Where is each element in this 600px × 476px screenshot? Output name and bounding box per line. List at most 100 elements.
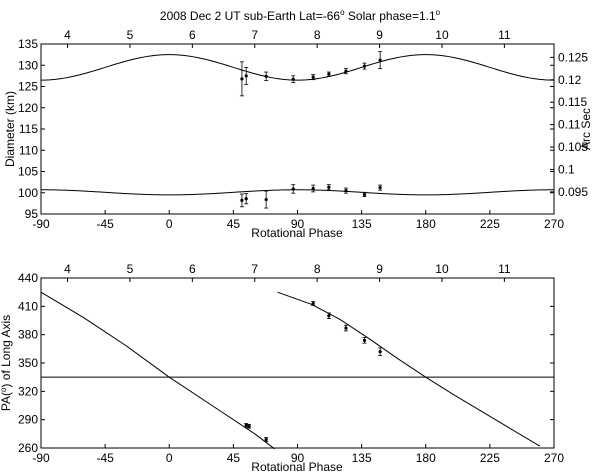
y-tick-label: 125 bbox=[18, 80, 38, 94]
y-tick-label: 440 bbox=[18, 271, 38, 285]
top-tick-label: 5 bbox=[127, 262, 134, 276]
data-point bbox=[344, 326, 348, 330]
data-point bbox=[291, 77, 295, 81]
pa-y-ticks: 260 290 320 350 380 410 440 bbox=[18, 271, 554, 455]
x-tick-label: 0 bbox=[166, 217, 173, 231]
data-point bbox=[327, 185, 331, 189]
data-point bbox=[240, 198, 244, 202]
diameter-data-points bbox=[239, 51, 383, 209]
pa-model-curves bbox=[40, 291, 554, 450]
pa-plot-frame bbox=[40, 277, 555, 449]
arcsec-y-axis-label: Arc Sec bbox=[579, 108, 593, 150]
data-point bbox=[344, 189, 348, 193]
top-tick-label: 9 bbox=[376, 28, 383, 42]
y-tick-label: 135 bbox=[18, 37, 38, 51]
top-tick-label: 9 bbox=[376, 262, 383, 276]
data-point bbox=[362, 338, 367, 342]
y-tick-label: 130 bbox=[18, 58, 38, 72]
y-tick-label: 380 bbox=[18, 328, 38, 342]
model-curve bbox=[40, 291, 276, 450]
y-tick-label: 290 bbox=[18, 413, 38, 427]
data-point bbox=[240, 77, 244, 81]
y-tick-label: 260 bbox=[18, 441, 38, 455]
top-tick-label: 6 bbox=[189, 28, 196, 42]
diameter-x-ticks: -90 -45 0 45 90 135 180 225 270 bbox=[32, 210, 564, 231]
data-point bbox=[311, 301, 315, 306]
x-tick-label: 270 bbox=[544, 217, 564, 231]
y-tick-label: 105 bbox=[18, 165, 38, 179]
data-point bbox=[247, 424, 251, 428]
top-tick-label: 4 bbox=[64, 262, 71, 276]
x-tick-label: -45 bbox=[96, 217, 114, 231]
x-tick-label: -90 bbox=[32, 217, 50, 231]
y2-tick-label: 0.115 bbox=[558, 95, 587, 109]
y2-tick-label: 0.12 bbox=[558, 73, 582, 87]
pa-data-points bbox=[244, 301, 383, 442]
x-tick-label: 225 bbox=[480, 217, 500, 231]
chart-title: 2008 Dec 2 UT sub-Earth Lat=-66o Solar p… bbox=[160, 8, 441, 23]
model-curve bbox=[41, 189, 554, 196]
y-tick-label: 110 bbox=[19, 143, 38, 157]
pa-y-axis-label: PA(o) of Long Axis bbox=[0, 315, 13, 411]
data-point bbox=[378, 58, 382, 62]
top-tick-label: 8 bbox=[314, 262, 321, 276]
x-tick-label: 90 bbox=[291, 217, 305, 231]
y-tick-label: 115 bbox=[19, 122, 38, 136]
x-tick-label: 180 bbox=[416, 451, 436, 465]
x-tick-label: 270 bbox=[544, 451, 564, 465]
y2-tick-label: 0.105 bbox=[558, 140, 588, 154]
y2-tick-label: 0.11 bbox=[558, 118, 581, 132]
model-curve bbox=[40, 54, 555, 81]
data-point bbox=[264, 74, 268, 78]
y-tick-label: 320 bbox=[18, 384, 38, 398]
x-tick-label: 90 bbox=[291, 451, 305, 465]
top-tick-label: 11 bbox=[498, 28, 511, 42]
pa-x-ticks: -90 -45 0 45 90 135 180 225 270 bbox=[32, 444, 564, 465]
y-tick-label: 100 bbox=[18, 186, 38, 200]
data-point bbox=[327, 72, 331, 76]
data-point bbox=[244, 74, 248, 78]
y2-tick-label: 0.125 bbox=[558, 50, 588, 64]
x-tick-label: 45 bbox=[227, 217, 241, 231]
top-tick-label: 7 bbox=[251, 28, 258, 42]
x-tick-label: 180 bbox=[416, 217, 436, 231]
x-tick-label: 225 bbox=[480, 451, 500, 465]
diameter-plot-frame bbox=[40, 43, 555, 215]
diameter-y-ticks: 95 100 105 110 115 120 125 130 135 bbox=[18, 37, 554, 221]
y-tick-label: 350 bbox=[18, 356, 38, 370]
x-tick-label: -45 bbox=[96, 451, 114, 465]
data-point bbox=[264, 197, 268, 202]
x-tick-label: -90 bbox=[32, 451, 50, 465]
model-curve bbox=[277, 291, 541, 447]
x-tick-label: 135 bbox=[352, 217, 372, 231]
y-tick-label: 120 bbox=[18, 101, 38, 115]
data-point bbox=[311, 186, 315, 191]
top-tick-label: 10 bbox=[435, 28, 449, 42]
pa-x-axis-label: Rotational Phase bbox=[251, 460, 343, 474]
diameter-x-axis-label: Rotational Phase bbox=[251, 226, 343, 240]
top-tick-label: 5 bbox=[127, 28, 134, 42]
y-tick-label: 95 bbox=[25, 207, 39, 221]
data-point bbox=[244, 197, 248, 201]
data-point bbox=[378, 350, 382, 354]
diameter-y-axis-label: Diameter (km) bbox=[3, 91, 17, 167]
pa-top-ticks: 4 5 6 7 8 9 10 11 bbox=[64, 262, 511, 282]
data-point bbox=[362, 192, 367, 197]
data-point bbox=[327, 314, 331, 318]
y2-tick-label: 0.1 bbox=[558, 162, 575, 176]
top-tick-label: 8 bbox=[314, 28, 321, 42]
arcsec-y-ticks: 0.095 0.1 0.105 0.11 0.115 0.12 0.125 bbox=[550, 50, 588, 199]
top-tick-label: 4 bbox=[64, 28, 71, 42]
position-angle-panel: -90 -45 0 45 90 135 180 225 270 2602903203503804… bbox=[0, 262, 564, 474]
top-tick-label: 11 bbox=[498, 262, 511, 276]
top-tick-label: 10 bbox=[435, 262, 449, 276]
diameter-panel: 2008 Dec 2 UT sub-Earth Lat=-66o Solar p… bbox=[3, 8, 593, 240]
y-tick-label: 410 bbox=[18, 299, 38, 313]
data-point bbox=[264, 437, 268, 442]
data-point bbox=[362, 64, 367, 68]
x-tick-label: 45 bbox=[227, 451, 241, 465]
top-tick-label: 7 bbox=[251, 262, 258, 276]
data-point bbox=[311, 75, 315, 79]
data-point bbox=[291, 187, 295, 191]
